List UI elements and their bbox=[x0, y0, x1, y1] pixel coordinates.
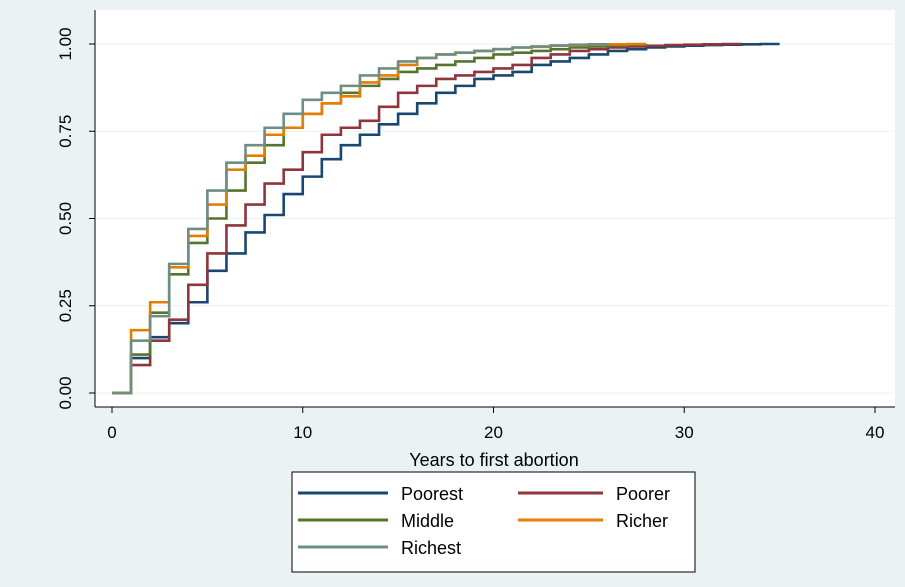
x-tick-label: 30 bbox=[675, 423, 694, 442]
series-lines bbox=[112, 42, 780, 395]
x-axis-ticks: 0 10 20 30 40 bbox=[107, 407, 884, 442]
legend-label-middle: Middle bbox=[401, 511, 454, 531]
series-line-poorer bbox=[112, 42, 742, 395]
y-tick-label: 1.00 bbox=[56, 27, 75, 60]
x-tick-label: 0 bbox=[107, 423, 116, 442]
x-tick-label: 20 bbox=[484, 423, 503, 442]
legend: Poorest Poorer Middle Richer Richest bbox=[291, 471, 696, 573]
x-tick-label: 40 bbox=[866, 423, 885, 442]
x-axis-title: Years to first abortion bbox=[409, 450, 578, 470]
legend-label-poorest: Poorest bbox=[401, 484, 463, 504]
y-tick-label: 0.25 bbox=[56, 289, 75, 322]
legend-label-poorer: Poorer bbox=[616, 484, 670, 504]
legend-label-richer: Richer bbox=[616, 511, 668, 531]
y-axis-ticks: 0.00 0.25 0.50 0.75 1.00 bbox=[56, 27, 95, 410]
y-tick-label: 0.75 bbox=[56, 115, 75, 148]
y-tick-label: 0.50 bbox=[56, 202, 75, 235]
legend-box bbox=[291, 471, 696, 573]
series-line-richest bbox=[112, 43, 610, 395]
y-tick-label: 0.00 bbox=[56, 376, 75, 409]
legend-label-richest: Richest bbox=[401, 538, 461, 558]
x-tick-label: 10 bbox=[293, 423, 312, 442]
gridlines bbox=[96, 43, 894, 394]
